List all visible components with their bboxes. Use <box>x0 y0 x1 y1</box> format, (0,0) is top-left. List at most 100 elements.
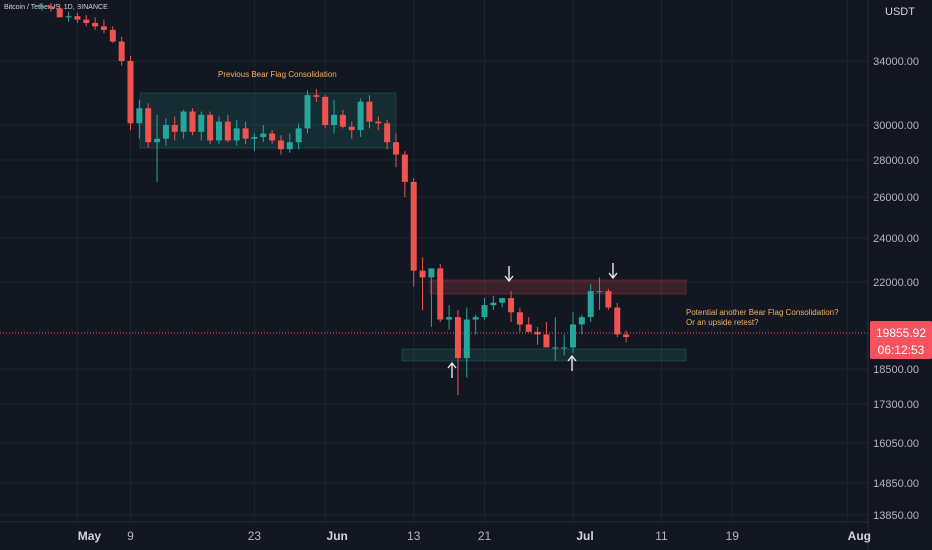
candle-body <box>401 154 408 182</box>
candle-body <box>127 61 134 124</box>
x-tick-label: 13 <box>407 529 421 543</box>
x-tick-label: 11 <box>655 529 668 543</box>
candle-body <box>145 108 152 143</box>
candle-body <box>277 140 284 150</box>
candle-body <box>56 8 63 18</box>
x-tick-label: Jul <box>576 529 593 543</box>
resistance-zone <box>429 279 687 295</box>
x-tick-label: May <box>78 529 102 543</box>
x-tick-label: Jun <box>327 529 348 543</box>
candle-body <box>570 324 576 348</box>
question-annotation-line2: Or an upside retest? <box>686 318 759 327</box>
candle-body <box>260 133 267 137</box>
x-tick-label: 23 <box>248 529 262 543</box>
candle-body <box>118 41 125 61</box>
candle-body <box>428 268 435 278</box>
candle-body <box>623 334 630 338</box>
candle-body <box>162 125 169 139</box>
y-tick-label: 24000.00 <box>873 233 919 245</box>
candles <box>39 3 630 396</box>
candle-body <box>189 111 196 132</box>
candle-body <box>92 22 99 27</box>
candle-body <box>578 317 585 325</box>
candle-body <box>269 133 276 141</box>
y-tick-label: 18500.00 <box>873 364 919 376</box>
support-zone <box>401 348 687 362</box>
up-arrow-icon <box>567 354 577 371</box>
candle-body <box>525 324 532 332</box>
candle-body <box>419 270 426 278</box>
x-tick-label: 21 <box>478 529 492 543</box>
candle-body <box>384 123 391 143</box>
candle-body <box>207 114 214 141</box>
candle-body <box>587 291 594 318</box>
candle-body <box>224 121 231 141</box>
y-tick-label: 16050.00 <box>873 438 919 450</box>
candle-body <box>65 16 72 18</box>
candle-body <box>83 19 90 23</box>
candle-countdown: 06:12:53 <box>878 343 925 357</box>
candle-body <box>561 347 568 349</box>
candle-body <box>410 181 417 271</box>
candle-body <box>463 319 470 359</box>
candle-body <box>481 305 488 318</box>
candle-body <box>605 291 612 308</box>
candle-body <box>490 302 497 306</box>
y-tick-label: 13850.00 <box>873 510 919 522</box>
symbol-title: Bitcoin / TetherUS, 1D, BINANCE <box>4 4 108 11</box>
candle-body <box>216 121 222 141</box>
y-tick-label: 26000.00 <box>873 192 919 204</box>
candle-body <box>180 111 187 132</box>
candle-body <box>313 95 320 97</box>
candle-body <box>393 142 399 155</box>
candle-body <box>322 96 329 125</box>
candle-body <box>339 114 346 127</box>
candle-body <box>552 347 559 349</box>
currency-label: USDT <box>885 6 915 18</box>
candle-body <box>295 128 302 143</box>
up-arrow-icon <box>447 361 457 378</box>
y-tick-label: 28000.00 <box>873 155 919 167</box>
candle-body <box>136 108 143 124</box>
down-arrow-icon <box>504 266 514 283</box>
candle-body <box>348 126 355 131</box>
candle-body <box>331 114 338 125</box>
previous-flag-annotation: Previous Bear Flag Consolidation <box>218 70 337 79</box>
y-tick-label: 34000.00 <box>873 56 919 68</box>
down-arrow-icon <box>608 263 618 280</box>
question-annotation-line1: Potential another Bear Flag Consolidatio… <box>686 308 839 317</box>
candle-body <box>304 95 311 129</box>
x-tick-label: Aug <box>848 529 871 543</box>
candle-body <box>154 138 161 143</box>
candle-body <box>251 136 258 139</box>
y-tick-label: 17300.00 <box>873 399 919 411</box>
candle-body <box>286 142 293 150</box>
candle-body <box>357 101 364 131</box>
candle-body <box>39 6 45 8</box>
y-tick-label: 30000.00 <box>873 120 919 132</box>
x-tick-label: 9 <box>127 529 134 543</box>
candle-body <box>508 298 515 313</box>
candle-body <box>375 121 382 124</box>
last-price-value: 19855.92 <box>876 326 926 340</box>
candle-body <box>446 317 453 320</box>
candle-body <box>242 128 249 139</box>
candle-body <box>109 29 116 42</box>
candle-body <box>596 291 603 293</box>
candle-body <box>543 334 550 348</box>
candle-body <box>366 101 373 122</box>
candle-body <box>198 114 205 132</box>
candle-body <box>100 26 107 30</box>
candle-body <box>171 125 178 132</box>
candle-body <box>437 268 444 320</box>
candle-body <box>516 312 523 325</box>
candle-body <box>614 307 621 335</box>
candle-body <box>47 6 54 9</box>
y-tick-label: 22000.00 <box>873 277 919 289</box>
candle-body <box>534 331 541 335</box>
candle-body <box>472 317 479 320</box>
x-tick-label: 19 <box>726 529 740 543</box>
y-tick-label: 14850.00 <box>873 478 919 490</box>
candle-body <box>499 298 506 303</box>
